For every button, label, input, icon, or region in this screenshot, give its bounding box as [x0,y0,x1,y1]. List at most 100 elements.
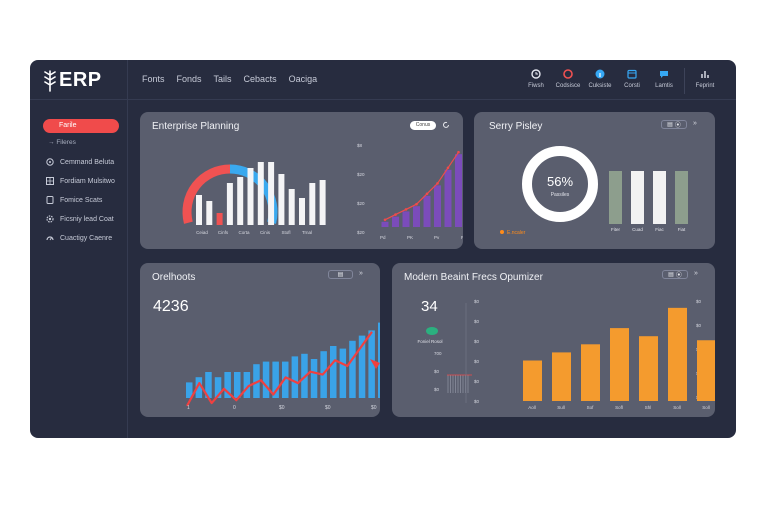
target-icon: ⦿ [675,273,682,279]
expand-icon[interactable]: » [359,270,363,277]
view-toggle[interactable]: ▤ [328,270,353,279]
bar [253,364,260,398]
sidebar-item-label: Ficsniy lead Coat [60,215,114,223]
sidebar-item-active[interactable]: Farile [43,119,119,133]
calendar-icon [627,69,637,79]
donut-percent: 56% [547,174,573,189]
optimizer-card: Modern Beaint Frecs Opumizer ▤ ⦿ » 34 Fo… [392,263,715,417]
sidebar-item[interactable]: Cemmand Beluta [46,158,114,166]
top-nav: Fonts Fonds Tails Cebacts Oaciga [142,74,317,84]
bar [675,171,688,224]
data-point [425,192,429,196]
sidebar-item-label: Cuactigy Caenre [60,234,113,242]
sidebar-item[interactable]: Cuactigy Caenre [46,234,112,242]
list-icon: ▤ [667,122,673,128]
gauge-icon [46,236,54,241]
data-point [404,208,408,211]
tick-label: Fiat [678,227,686,232]
top-bar: ERP Fonts Fonds Tails Cebacts Oaciga Fiw… [30,60,736,100]
bar [237,177,244,225]
brand[interactable]: ERP [44,69,102,92]
tick-label: Sof [587,405,595,410]
tool-label: Corsti [624,83,640,89]
target-icon [46,158,54,166]
view-toggle[interactable]: ▤ ⦿ [662,270,688,279]
nav-item[interactable]: Fonts [142,74,165,84]
bar [668,307,687,401]
bar [186,382,193,398]
status-label: Foniel Rosol [417,339,442,344]
bar [319,180,326,225]
bar [631,171,644,224]
tick-label: Trnal [302,230,312,235]
tick-label: Sofl [615,405,623,410]
view-toggle[interactable]: ▤ ⦿ [661,120,687,129]
tick-label: $0 [474,339,480,344]
nav-item[interactable]: Fonds [176,74,202,84]
tick-label: Soll [673,405,681,410]
tick-label: $0 [325,405,331,411]
card-title: Modern Beaint Frecs Opumizer [404,272,543,283]
bar [196,195,202,225]
tool-button[interactable]: Lamtis [648,66,680,96]
nav-item[interactable]: Cebacts [243,74,277,84]
tick-label: $0 [474,379,480,384]
bar [552,352,571,401]
tool-button[interactable]: Codsisce [552,66,584,96]
bar [368,330,375,398]
sidebar-item[interactable]: Fordiam Mulsitwo [46,177,115,185]
expand-icon[interactable]: » [693,120,697,127]
refresh-icon[interactable] [442,121,450,129]
tool-button[interactable]: Corsti [616,66,648,96]
tick-label: Corta [238,230,250,235]
tick-label: Cinis [260,230,271,235]
tick-label: Soll [702,405,710,410]
kpi-value: 34 [421,298,438,315]
bar [268,162,275,225]
tick-label: Pv [461,235,463,240]
nav-item[interactable]: Tails [213,74,232,84]
tick-label: Aoll [528,405,536,410]
trend-line [384,151,459,221]
tick-label: $20 [357,172,365,177]
data-point [457,150,460,154]
tick-label: Pd [380,235,386,240]
nav-item[interactable]: Oaciga [288,74,318,84]
trend-arrow-icon [370,359,380,369]
data-point [436,182,439,185]
bar [402,211,410,227]
bar [234,372,241,398]
planning-card: Enterprise Planning Conus Ceiad Cinfs Cort… [140,112,463,249]
expand-icon[interactable]: » [694,270,698,277]
tick-label: $20 [357,230,365,235]
toolbar: Fiwsh Codsisce Cuksiste Corsti Lamtis [520,66,721,96]
leaf-logo-icon [44,69,56,92]
card-title: Serry Pisley [489,121,543,132]
sidebar: Farile → Fileres Cemmand Beluta Fordiam … [30,100,127,438]
tick-label: $0 [474,399,480,404]
tool-button[interactable]: Feprint [689,66,721,96]
bar [247,168,254,225]
sidebar-item[interactable]: Ficsniy lead Coat [46,215,114,223]
data-point [383,218,387,222]
chat-icon [660,71,668,78]
tool-button[interactable]: Cuksiste [584,66,616,96]
filter-pill[interactable]: Conus [410,121,436,130]
sidebar-item-label: Cemmand Beluta [60,158,115,166]
sidebar-item[interactable]: Fomice Scats [46,196,102,204]
sidebar-subitem[interactable]: → Fileres [48,139,76,146]
tick-label: $0 [474,359,480,364]
bar [205,372,212,398]
tick-label: $0 [474,319,480,324]
bar [392,216,399,227]
bar [349,340,356,398]
data-point [446,166,450,170]
alert-icon [563,69,573,79]
tick-label: 0 [233,405,236,411]
tool-button[interactable]: Fiwsh [520,66,552,96]
sidebar-subitem-label: Fileres [56,139,76,146]
tick-label: 700 [434,351,442,356]
toolbar-divider [684,68,685,94]
list-icon: ▤ [668,272,674,278]
tick-label: PK [407,235,413,240]
